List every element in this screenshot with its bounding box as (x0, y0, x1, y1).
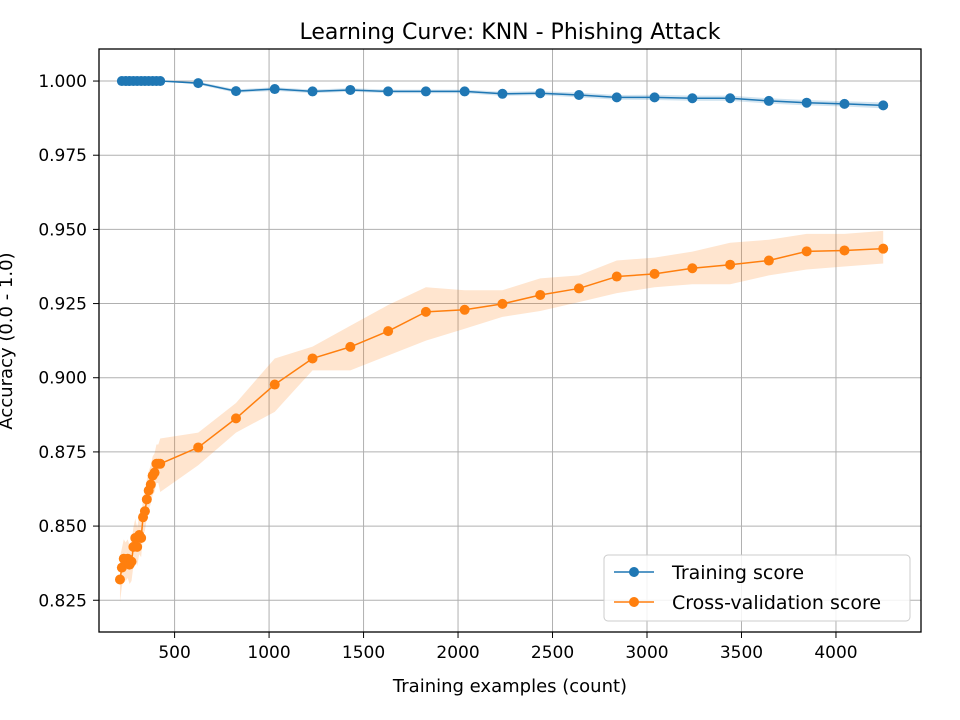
cross-validation-point (269, 379, 280, 390)
y-tick-label: 0.975 (38, 146, 87, 166)
training-point (155, 76, 166, 87)
training-point (383, 86, 394, 97)
cross-validation-point (420, 306, 431, 317)
legend-marker-training (629, 567, 639, 577)
y-tick-label: 0.925 (38, 295, 87, 315)
cross-validation-point (193, 442, 204, 453)
cross-validation-point (459, 304, 470, 315)
cross-validation-point (136, 532, 147, 543)
cross-validation-point (725, 259, 736, 270)
y-tick-label: 0.950 (38, 220, 87, 240)
training-point (878, 100, 889, 111)
y-tick-label: 0.825 (38, 591, 87, 611)
legend-label-training: Training score (671, 562, 804, 584)
training-point (611, 92, 622, 103)
cross-validation-point (307, 353, 318, 364)
cross-validation-point (497, 298, 508, 309)
cross-validation-point (139, 506, 150, 517)
cross-validation-point (763, 255, 774, 266)
legend-marker-cross-validation (629, 597, 639, 607)
cross-validation-point (126, 556, 137, 567)
grid-lines (99, 49, 921, 632)
training-point (687, 93, 698, 104)
y-tick-label: 0.875 (38, 443, 87, 463)
cross-validation-point (149, 467, 160, 478)
cross-validation-point (231, 413, 241, 424)
cross-validation-point (383, 326, 394, 337)
cross-validation-point (573, 283, 584, 294)
x-tick-label: 4000 (814, 643, 857, 663)
legend-box (603, 554, 911, 622)
training-point (649, 92, 660, 103)
training-point (801, 97, 812, 108)
x-tick-label: 2500 (531, 643, 574, 663)
x-tick-label: 1000 (247, 643, 290, 663)
y-axis-label: Accuracy (0.0 - 1.0) (0, 252, 17, 429)
y-tick-label: 0.900 (38, 369, 87, 389)
legend-label-cross-validation: Cross-validation score (672, 592, 881, 614)
cross-validation-point (155, 458, 166, 469)
cross-validation-point (345, 341, 356, 352)
cross-validation-point (114, 574, 125, 585)
cross-validation-point (649, 268, 660, 279)
y-tick-label: 0.850 (38, 517, 87, 537)
training-point (497, 88, 508, 99)
x-tick-label: 1500 (342, 643, 385, 663)
cross-validation-point (839, 245, 850, 256)
training-point (420, 86, 431, 97)
cross-validation-point (611, 271, 622, 282)
training-point (231, 86, 241, 97)
legend: Training score Cross-validation score (603, 554, 911, 622)
training-point (573, 89, 584, 100)
chart-title: Learning Curve: KNN - Phishing Attack (299, 20, 720, 45)
training-point (345, 84, 356, 95)
series-points (114, 76, 889, 585)
x-axis-label: Training examples (count) (392, 676, 627, 697)
cross-validation-point (141, 494, 152, 505)
training-point (307, 86, 318, 97)
plot-frame (98, 48, 922, 633)
x-tick-label: 3000 (625, 643, 668, 663)
cross-validation-point (687, 263, 698, 274)
training-point (535, 88, 546, 99)
training-point (269, 84, 280, 95)
training-point (839, 98, 850, 109)
training-point (193, 78, 204, 89)
cross-validation-point (878, 243, 889, 254)
training-point (725, 93, 736, 104)
y-tick-label: 1.000 (38, 72, 87, 92)
axis-ticks: 500 1000 1500 2000 2500 3000 3500 4000 0.825 0.85… (38, 72, 857, 663)
training-point (763, 95, 774, 106)
cross-validation-point (801, 246, 812, 257)
x-tick-label: 3500 (720, 643, 763, 663)
x-tick-label: 2000 (436, 643, 479, 663)
cross-validation-point (145, 479, 156, 490)
x-tick-label: 500 (158, 643, 190, 663)
training-point (459, 86, 470, 97)
cross-validation-point (132, 541, 143, 552)
cross-validation-point (535, 289, 546, 300)
